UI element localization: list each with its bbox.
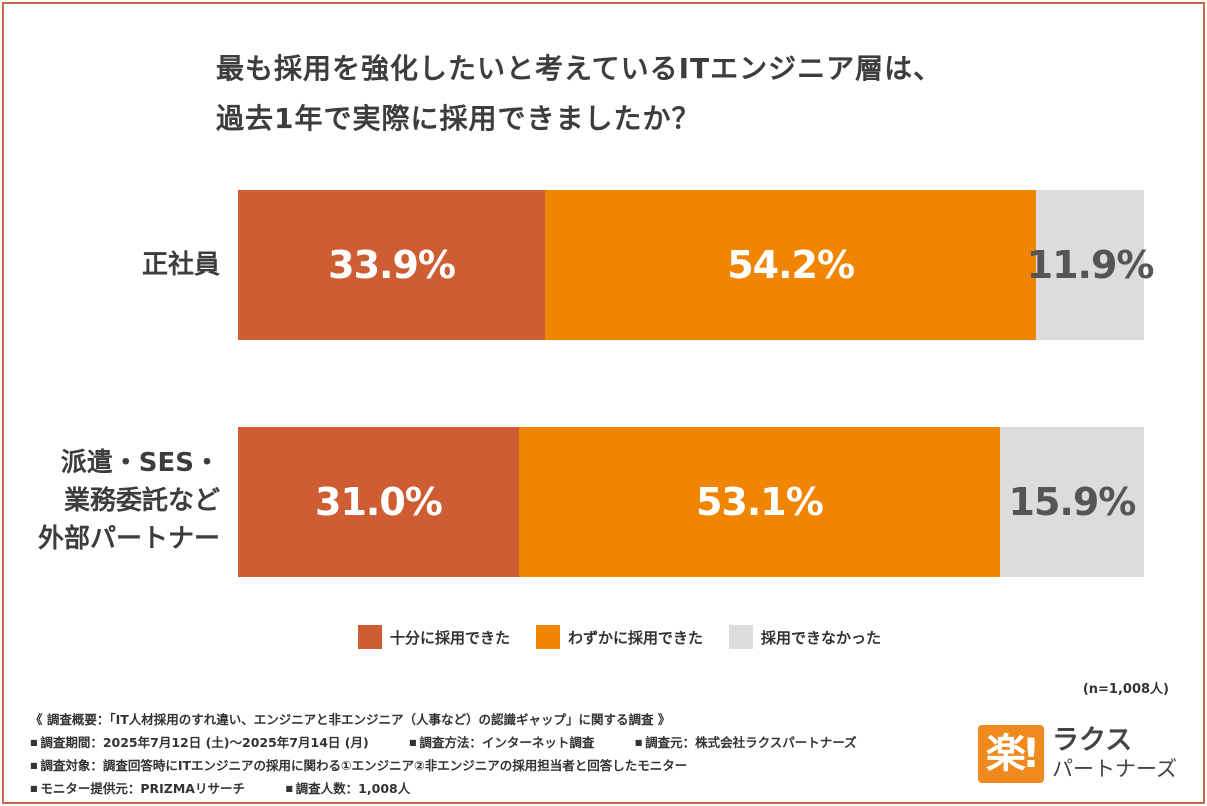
notes-line: 調査対象：調査回答時にITエンジニアの採用に関わる①エンジニア②非エンジニアの採… bbox=[30, 754, 893, 777]
data-label: 53.1% bbox=[695, 480, 824, 524]
segment-none: 15.9% bbox=[999, 427, 1144, 577]
legend-item-none: 採用できなかった bbox=[729, 625, 881, 649]
legend-swatch bbox=[729, 625, 754, 649]
title-line-1: 最も採用を強化したいと考えているITエンジニア層は、 bbox=[216, 52, 943, 85]
segment-full: 31.0% bbox=[238, 427, 519, 577]
category-label-line: 正社員 bbox=[141, 250, 220, 280]
logo-line-2: パートナーズ bbox=[1052, 757, 1177, 781]
category-label-line: 業務委託など bbox=[63, 486, 220, 516]
data-label: 31.0% bbox=[315, 480, 443, 524]
legend-label: 採用できなかった bbox=[761, 628, 882, 647]
data-label: 33.9% bbox=[328, 243, 456, 287]
legend-swatch bbox=[536, 625, 561, 649]
survey-source: 調査元：株式会社ラクスパートナーズ bbox=[635, 731, 857, 754]
company-logo: 楽! ラクス パートナーズ bbox=[978, 722, 1198, 786]
category-label-line: 外部パートナー bbox=[37, 524, 220, 554]
notes-line: モニター提供元：PRIZMAリサーチ 調査人数：1,008人 bbox=[30, 777, 893, 800]
segment-none: 11.9% bbox=[1027, 190, 1154, 340]
chart-title: 最も採用を強化したいと考えているITエンジニア層は、 過去1年で実際に採用できま… bbox=[216, 44, 1116, 144]
survey-period: 調査期間：2025年7月12日 (土)～2025年7月14日 (月) bbox=[30, 731, 368, 754]
legend-label: わずかに採用できた bbox=[568, 628, 704, 647]
category-label-external: 派遣・SES・ 業務委託など 外部パートナー bbox=[10, 444, 220, 558]
legend-item-partial: わずかに採用できた bbox=[536, 625, 703, 649]
survey-method: 調査方法：インターネット調査 bbox=[409, 731, 594, 754]
data-label: 15.9% bbox=[1008, 480, 1137, 524]
logo-line-1: ラクス bbox=[1052, 725, 1133, 756]
notes-line: 調査期間：2025年7月12日 (土)～2025年7月14日 (月) 調査方法：… bbox=[30, 731, 893, 754]
legend: 十分に採用できた わずかに採用できた 採用できなかった bbox=[358, 624, 907, 650]
category-label-line: 派遣・SES・ bbox=[60, 448, 220, 478]
survey-count: 調査人数：1,008人 bbox=[285, 777, 411, 800]
logo-text: ラクス パートナーズ bbox=[1052, 726, 1177, 782]
logo-mark: 楽! bbox=[978, 725, 1044, 783]
sample-size-note: (n=1,008人) bbox=[1082, 682, 1169, 697]
legend-label: 十分に採用できた bbox=[390, 628, 511, 647]
bar-row-seishain: 33.9% 54.2% 11.9% bbox=[238, 190, 1154, 340]
survey-overview: 《 調査概要：「IT人材採用のすれ違い、エンジニアと非エンジニア（人事など）の認… bbox=[30, 712, 671, 727]
data-label: 11.9% bbox=[1026, 243, 1155, 287]
segment-full: 33.9% bbox=[238, 190, 546, 340]
title-line-2: 過去1年で実際に採用できましたか？ bbox=[216, 102, 701, 135]
bar-row-external: 31.0% 53.1% 15.9% bbox=[238, 427, 1144, 577]
survey-notes: 《 調査概要：「IT人材採用のすれ違い、エンジニアと非エンジニア（人事など）の認… bbox=[30, 708, 893, 800]
segment-partial: 53.1% bbox=[518, 427, 1000, 577]
category-label-seishain: 正社員 bbox=[10, 246, 220, 284]
data-label: 54.2% bbox=[727, 243, 855, 287]
legend-swatch bbox=[358, 625, 382, 649]
segment-partial: 54.2% bbox=[545, 190, 1037, 340]
survey-target: 調査対象：調査回答時にITエンジニアの採用に関わる①エンジニア②非エンジニアの採… bbox=[30, 754, 687, 777]
legend-item-full: 十分に採用できた bbox=[358, 625, 510, 649]
survey-provider: モニター提供元：PRIZMAリサーチ bbox=[30, 777, 245, 800]
